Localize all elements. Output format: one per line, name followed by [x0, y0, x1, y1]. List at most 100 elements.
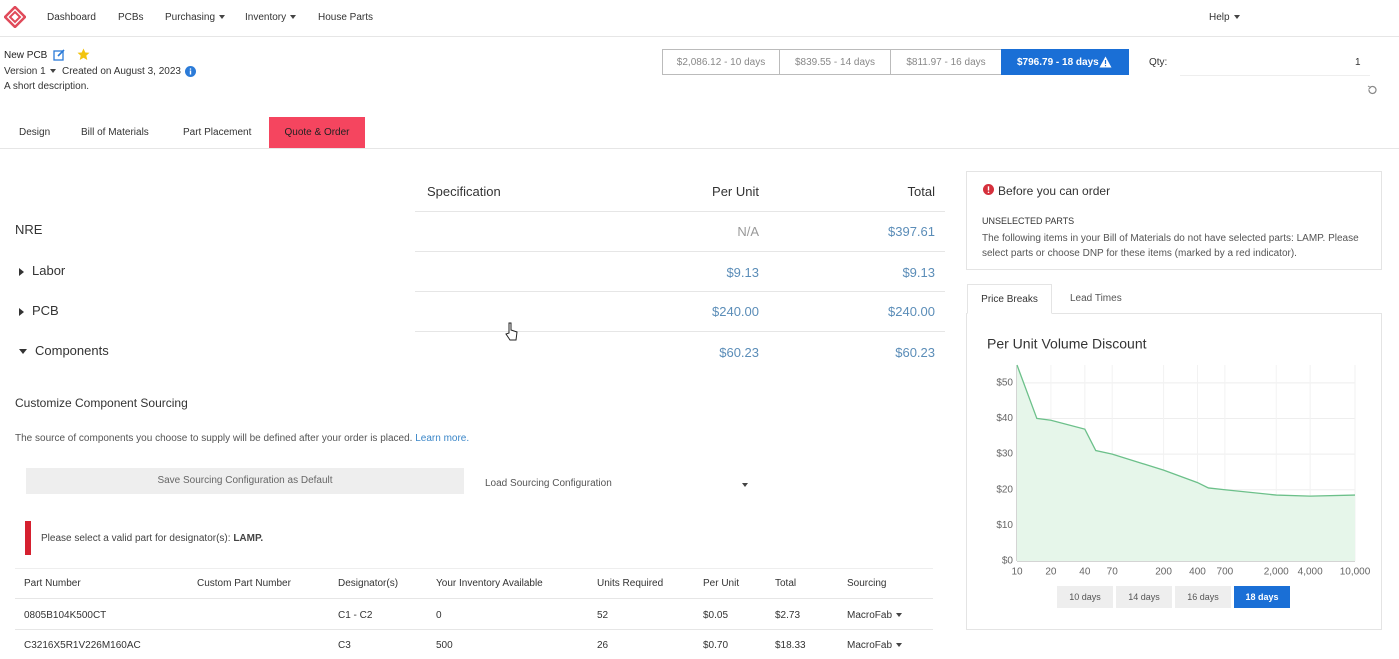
total: $60.23	[895, 345, 935, 360]
logo[interactable]	[4, 6, 26, 28]
x-tick-label: 700	[1217, 567, 1234, 578]
created: Created on August 3, 2023	[62, 66, 181, 77]
learn-more-link[interactable]: Learn more.	[415, 433, 470, 444]
cell: 52	[597, 610, 609, 621]
parts-table	[15, 568, 933, 659]
cursor	[505, 322, 518, 341]
tab-active[interactable]: Quote & Order	[269, 117, 365, 149]
price-option[interactable]: $2,086.12 - 10 days	[662, 49, 780, 75]
description: A short description.	[4, 81, 90, 92]
tab[interactable]: Design	[19, 127, 51, 138]
qty-label: Qty:	[1149, 57, 1168, 68]
nav-link[interactable]: Inventory	[245, 12, 296, 23]
nav-link[interactable]: House Parts	[318, 12, 374, 23]
parts-header: Sourcing	[847, 578, 887, 589]
row-border	[415, 251, 945, 252]
nav-link[interactable]: PCBs	[118, 12, 144, 23]
nav-help[interactable]: Help	[1209, 12, 1240, 23]
qty-input[interactable]	[1180, 49, 1370, 76]
x-tick-label: 10	[1011, 567, 1023, 578]
row-label: NRE	[15, 222, 43, 237]
qty-value: 1	[1355, 57, 1361, 68]
chart-panel	[966, 313, 1382, 630]
nav-link[interactable]: Dashboard	[47, 12, 96, 23]
line	[1016, 364, 1356, 497]
row-border	[15, 629, 933, 630]
tab[interactable]: Part Placement	[183, 127, 252, 138]
save-button[interactable]: Save Sourcing Configuration as Default	[26, 468, 464, 494]
tab[interactable]: Bill of Materials	[81, 127, 149, 138]
period-button-active[interactable]: 18 days	[1234, 586, 1290, 608]
column-header: Per Unit	[712, 184, 759, 199]
period-button[interactable]: 10 days	[1057, 586, 1113, 608]
cell: $0.70	[703, 640, 729, 651]
row-label-text: Components	[35, 343, 109, 358]
y-tick-label: $50	[996, 377, 1013, 388]
parts-header: Custom Part Number	[197, 578, 291, 589]
parts-header: Designator(s)	[338, 578, 399, 589]
parts-header: Your Inventory Available	[436, 578, 543, 589]
notice-title: Before you can order	[998, 184, 1111, 198]
x-tick-label: 200	[1155, 567, 1172, 578]
pcb-title: New PCB	[4, 50, 48, 61]
alert-bold: LAMP.	[233, 533, 264, 544]
period-button[interactable]: 16 days	[1175, 586, 1231, 608]
parts-header: Per Unit	[703, 578, 740, 589]
total: $397.61	[888, 224, 935, 239]
x-tick-label: 20	[1045, 567, 1057, 578]
alert-bar	[25, 521, 31, 555]
row-border	[15, 598, 933, 599]
price-option[interactable]: $811.97 - 16 days	[890, 49, 1002, 75]
note-text: The source of components you choose to s…	[15, 433, 413, 444]
cell: 26	[597, 640, 609, 651]
sourcing-select[interactable]: MacroFab	[847, 640, 902, 651]
column-header: Total	[907, 184, 935, 199]
section-title: Customize Component Sourcing	[15, 396, 188, 410]
total: $9.13	[902, 265, 935, 280]
error-icon	[983, 184, 994, 195]
reset-icon[interactable]	[1367, 85, 1377, 95]
notice-subtitle: UNSELECTED PARTS	[982, 216, 1075, 226]
row-label[interactable]: Labor	[19, 263, 65, 278]
y-tick-label: $40	[996, 413, 1013, 424]
row-label[interactable]: PCB	[19, 303, 59, 318]
info-icon[interactable]	[185, 66, 196, 77]
star-icon[interactable]	[77, 48, 90, 61]
y-tick-label: $0	[1002, 556, 1014, 567]
x-tick-label: 4,000	[1298, 567, 1323, 578]
total: $240.00	[888, 304, 935, 319]
per-unit: $9.13	[726, 265, 759, 280]
chart-title: Per Unit Volume Discount	[987, 336, 1147, 352]
price-option[interactable]: $839.55 - 14 days	[779, 49, 891, 75]
alert: Please select a valid part for designato…	[41, 533, 263, 544]
row-label[interactable]: Components	[19, 343, 109, 358]
cell: C3216X5R1V226M160AC	[24, 640, 141, 651]
version[interactable]: Version 1	[4, 66, 56, 77]
panel-tab-active[interactable]: Price Breaks	[967, 284, 1052, 314]
x-tick-label: 10,000	[1340, 567, 1371, 578]
chart: Per Unit Volume Discount $0 $10 $20 $30 $40 $…	[987, 336, 1371, 578]
period-button[interactable]: 14 days	[1116, 586, 1172, 608]
row-border	[415, 211, 945, 212]
parts-header: Part Number	[24, 578, 81, 589]
sourcing-select[interactable]: MacroFab	[847, 610, 902, 621]
row-label-text: Labor	[32, 263, 66, 278]
per-unit: $240.00	[712, 304, 759, 319]
panel-tab[interactable]: Lead Times	[1070, 293, 1122, 304]
cell: C3	[338, 640, 351, 651]
nav-border	[0, 36, 1399, 37]
tabs-border	[0, 148, 1399, 149]
y-tick-label: $30	[996, 449, 1013, 460]
x-tick-label: 40	[1079, 567, 1091, 578]
load-select[interactable]: Load Sourcing Configuration	[485, 478, 612, 489]
cell: C1 - C2	[338, 610, 373, 621]
price-option-label: $796.79 - 18 days	[1017, 57, 1099, 68]
cell: $0.05	[703, 610, 729, 621]
edit-icon[interactable]	[53, 49, 65, 61]
notice-box	[966, 171, 1382, 270]
nav-link[interactable]: Purchasing	[165, 12, 225, 23]
y-tick-label: $10	[996, 520, 1013, 531]
section-note: The source of components you choose to s…	[15, 433, 469, 444]
cell: $2.73	[775, 610, 801, 621]
